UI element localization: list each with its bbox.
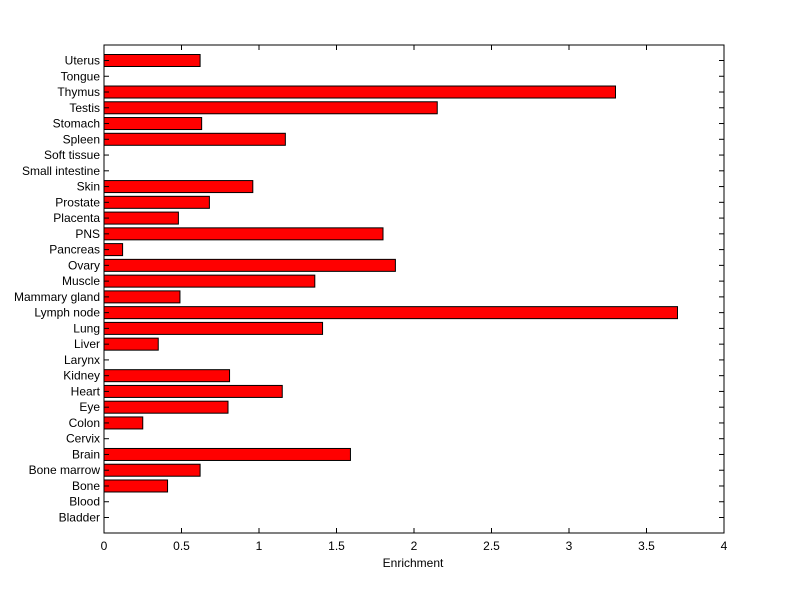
bars-layer <box>103 54 678 493</box>
bar-brain <box>103 447 351 461</box>
x-tick-label-7: 3.5 <box>638 539 655 553</box>
y-tick-label-bone-marrow: Bone marrow <box>29 463 101 477</box>
y-tick-label-stomach: Stomach <box>53 117 100 131</box>
bar-skin <box>103 180 254 194</box>
y-tick-label-uterus: Uterus <box>65 54 100 68</box>
ticks-layer <box>103 45 725 533</box>
y-tick-label-lymph-node: Lymph node <box>34 306 100 320</box>
x-tick-label-8: 4 <box>721 539 728 553</box>
y-tick-label-kidney: Kidney <box>63 369 100 383</box>
bar-uterus <box>103 54 201 67</box>
y-tick-label-skin: Skin <box>77 180 100 194</box>
x-tick-label-5: 2.5 <box>483 539 500 553</box>
y-tick-label-lung: Lung <box>73 321 100 335</box>
y-tick-label-pns: PNS <box>75 227 100 241</box>
y-tick-label-bladder: Bladder <box>59 511 100 525</box>
y-tick-label-prostate: Prostate <box>55 195 100 209</box>
bar-prostate <box>103 195 210 209</box>
x-tick-label-1: 0.5 <box>173 539 190 553</box>
bar-lymph-node <box>103 306 678 320</box>
y-tick-label-heart: Heart <box>71 384 101 398</box>
bar-bone-marrow <box>103 463 201 477</box>
bar-colon <box>103 416 144 430</box>
y-tick-label-placenta: Placenta <box>53 211 100 225</box>
y-tick-label-small-intestine: Small intestine <box>22 164 100 178</box>
y-tick-label-ovary: Ovary <box>68 258 100 272</box>
y-tick-label-pancreas: Pancreas <box>49 243 100 257</box>
bar-heart <box>103 384 283 398</box>
y-tick-label-mammary-gland: Mammary gland <box>14 290 100 304</box>
bar-thymus <box>103 85 616 99</box>
bar-bone <box>103 479 169 493</box>
y-tick-label-larynx: Larynx <box>64 353 100 367</box>
bar-lung <box>103 321 324 335</box>
x-tick-label-0: 0 <box>101 539 108 553</box>
bar-stomach <box>103 117 203 131</box>
x-tick-label-6: 3 <box>566 539 573 553</box>
bar-mammary-gland <box>103 290 181 304</box>
y-tick-label-eye: Eye <box>79 400 100 414</box>
y-tick-label-brain: Brain <box>72 447 100 461</box>
bar-spleen <box>103 132 286 146</box>
y-tick-label-cervix: Cervix <box>66 432 100 446</box>
y-tick-label-bone: Bone <box>72 479 100 493</box>
y-tick-label-tongue: Tongue <box>61 69 101 83</box>
y-tick-label-soft-tissue: Soft tissue <box>44 148 100 162</box>
y-tick-label-liver: Liver <box>74 337 100 351</box>
x-tick-label-4: 2 <box>411 539 418 553</box>
y-tick-label-blood: Blood <box>69 495 100 509</box>
x-axis-label: Enrichment <box>383 556 444 570</box>
y-tick-label-colon: Colon <box>69 416 100 430</box>
bar-liver <box>103 337 159 351</box>
bar-pns <box>103 227 384 241</box>
bar-testis <box>103 101 438 115</box>
y-tick-label-spleen: Spleen <box>63 132 100 146</box>
bar-placenta <box>103 211 179 225</box>
x-tick-label-3: 1.5 <box>328 539 345 553</box>
x-tick-label-2: 1 <box>256 539 263 553</box>
y-tick-label-testis: Testis <box>69 101 100 115</box>
bar-eye <box>103 400 229 414</box>
y-tick-label-thymus: Thymus <box>57 85 100 99</box>
bar-ovary <box>103 258 396 272</box>
y-tick-label-muscle: Muscle <box>62 274 100 288</box>
bar-muscle <box>103 274 316 288</box>
bar-kidney <box>103 369 231 383</box>
